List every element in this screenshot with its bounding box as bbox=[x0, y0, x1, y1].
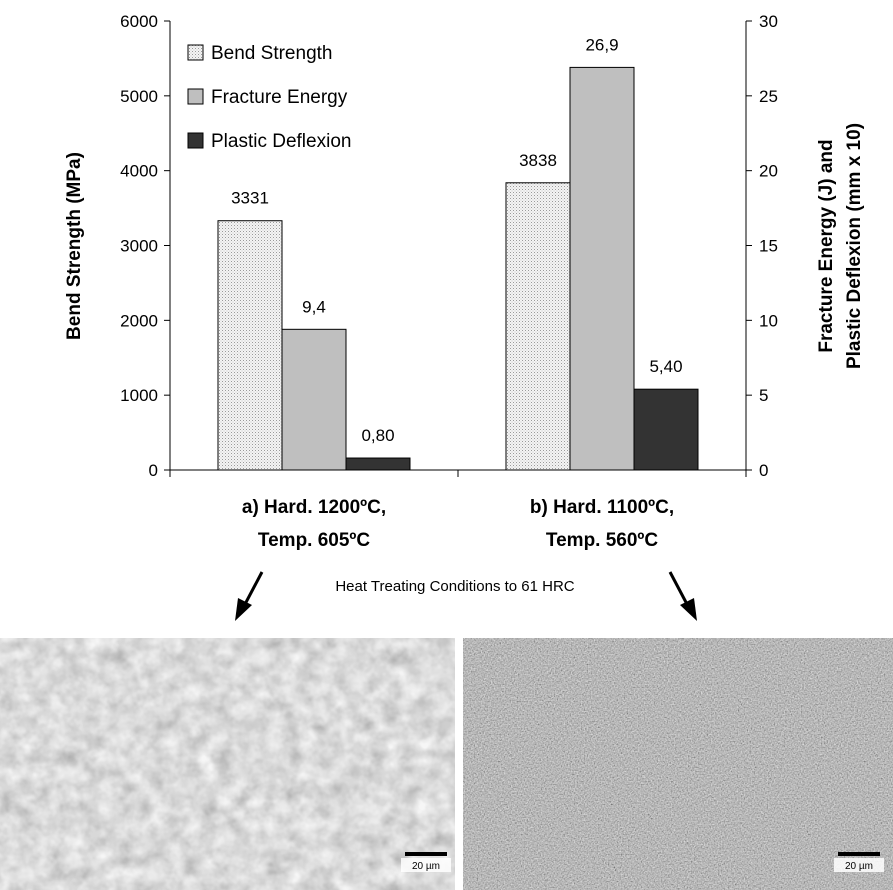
bar-fracture-energy bbox=[570, 67, 634, 470]
left-tick-label: 6000 bbox=[120, 12, 158, 31]
right-tick-label: 5 bbox=[759, 386, 768, 405]
data-label-plastic-deflexion: 5,40 bbox=[649, 357, 682, 376]
category-label-b-line-2: Temp. 560ºC bbox=[546, 530, 658, 551]
left-tick-label: 5000 bbox=[120, 87, 158, 106]
legend-label-plastic-deflexion: Plastic Deflexion bbox=[211, 131, 351, 152]
micrograph-b: 20 µm bbox=[463, 638, 893, 890]
data-label-fracture-energy: 9,4 bbox=[302, 297, 326, 316]
left-axis-title: Bend Strength (MPa) bbox=[64, 152, 85, 340]
legend-label-bend-strength: Bend Strength bbox=[211, 43, 332, 64]
bar-fracture-energy bbox=[282, 329, 346, 470]
right-tick-label: 30 bbox=[759, 12, 778, 31]
caption: Heat Treating Conditions to 61 HRC bbox=[335, 578, 574, 595]
left-tick-label: 4000 bbox=[120, 162, 158, 181]
data-label-bend-strength: 3838 bbox=[519, 151, 557, 170]
micrograph-divider bbox=[455, 638, 463, 890]
bar-bend-strength bbox=[218, 221, 282, 470]
scale-label-a: 20 µm bbox=[412, 861, 440, 872]
data-label-fracture-energy: 26,9 bbox=[585, 35, 618, 54]
left-arrow bbox=[235, 572, 262, 621]
legend: Bend Strength Fracture Energy Plastic De… bbox=[188, 43, 351, 152]
legend-swatch-fracture-energy bbox=[188, 89, 203, 104]
bar-bend-strength bbox=[506, 183, 570, 470]
left-axis-ticks: 0 1000 2000 3000 4000 5000 6000 bbox=[120, 12, 170, 480]
category-label-b-line-1: b) Hard. 1100ºC, bbox=[530, 497, 674, 518]
legend-swatch-plastic-deflexion bbox=[188, 133, 203, 148]
category-label-a-line-2: Temp. 605ºC bbox=[258, 530, 370, 551]
left-tick-label: 2000 bbox=[120, 311, 158, 330]
category-label-a-line-1: a) Hard. 1200ºC, bbox=[242, 497, 386, 518]
bar-plastic-deflexion bbox=[634, 389, 698, 470]
scale-bar-b bbox=[838, 852, 880, 856]
right-tick-label: 25 bbox=[759, 87, 778, 106]
right-arrow bbox=[670, 572, 697, 621]
right-tick-label: 15 bbox=[759, 237, 778, 256]
data-label-plastic-deflexion: 0,80 bbox=[361, 426, 394, 445]
legend-label-fracture-energy: Fracture Energy bbox=[211, 87, 348, 108]
bar-plastic-deflexion bbox=[346, 458, 410, 470]
right-tick-label: 0 bbox=[759, 461, 768, 480]
right-axis-title-line-1: Fracture Energy (J) and bbox=[816, 139, 837, 352]
legend-swatch-bend-strength bbox=[188, 45, 203, 60]
right-axis-title-line-2: Plastic Deflexion (mm x 10) bbox=[844, 123, 865, 369]
bars bbox=[218, 67, 698, 470]
data-label-bend-strength: 3331 bbox=[231, 189, 269, 208]
left-tick-label: 3000 bbox=[120, 237, 158, 256]
micrograph-a: 20 µm bbox=[0, 638, 455, 890]
left-tick-label: 1000 bbox=[120, 386, 158, 405]
scale-bar-a bbox=[405, 852, 447, 856]
right-axis-ticks: 0 5 10 15 20 25 30 bbox=[746, 12, 778, 480]
left-tick-label: 0 bbox=[149, 461, 158, 480]
right-tick-label: 20 bbox=[759, 162, 778, 181]
right-tick-label: 10 bbox=[759, 311, 778, 330]
scale-label-b: 20 µm bbox=[845, 861, 873, 872]
